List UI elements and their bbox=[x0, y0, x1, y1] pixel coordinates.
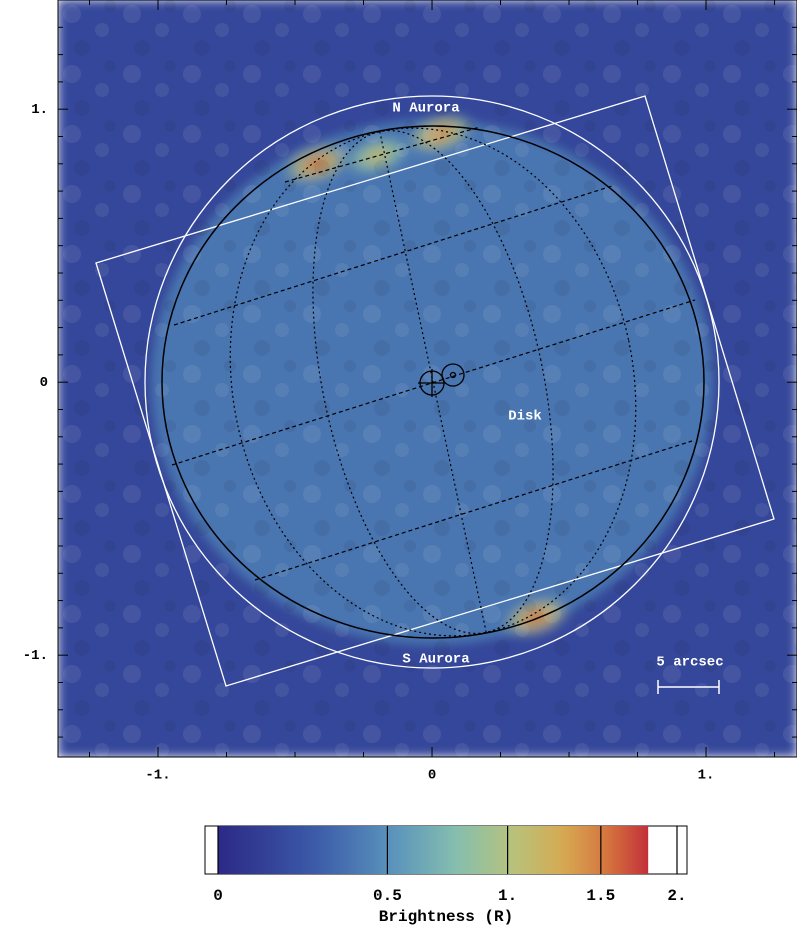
meridian bbox=[312, 129, 554, 635]
colorbar-label: Brightness (R) bbox=[379, 908, 513, 926]
parallel bbox=[284, 126, 481, 183]
y-tick-label: -1. bbox=[23, 648, 48, 664]
meridian bbox=[229, 127, 637, 637]
markers bbox=[418, 363, 465, 397]
overlay bbox=[95, 95, 775, 694]
target-marker bbox=[441, 363, 465, 387]
target-marker bbox=[449, 371, 457, 379]
colorbar: 0 0.5 1. 1.5 2. bbox=[204, 825, 688, 905]
colorbar-tick-label: 0.5 bbox=[373, 887, 402, 905]
colorbar-gradient bbox=[218, 826, 649, 874]
frame bbox=[57, 0, 797, 758]
y-tick-label: 0 bbox=[40, 375, 48, 391]
annotation: 5 arcsec bbox=[656, 655, 723, 671]
annotation: S Aurora bbox=[402, 652, 470, 668]
meridian bbox=[379, 131, 487, 633]
annotation: Disk bbox=[508, 409, 542, 425]
axes: -1. 0 1. -1. 0 1. bbox=[23, 0, 797, 784]
limb bbox=[161, 125, 705, 639]
outer-circle bbox=[144, 95, 720, 669]
x-tick-label: 1. bbox=[698, 768, 715, 784]
colorbar-tick-label: 2. bbox=[667, 887, 686, 905]
y-tick-label: 1. bbox=[31, 102, 48, 118]
colorbar-tick-label: 1. bbox=[498, 887, 517, 905]
meridians bbox=[229, 127, 637, 637]
annotation: N Aurora bbox=[392, 101, 460, 117]
colorbar-tick-label: 0 bbox=[213, 887, 223, 905]
field-box bbox=[95, 95, 775, 687]
colorbar-tick-label: 1.5 bbox=[586, 887, 615, 905]
x-tick-label: 0 bbox=[428, 768, 436, 784]
x-tick-label: -1. bbox=[145, 768, 170, 784]
